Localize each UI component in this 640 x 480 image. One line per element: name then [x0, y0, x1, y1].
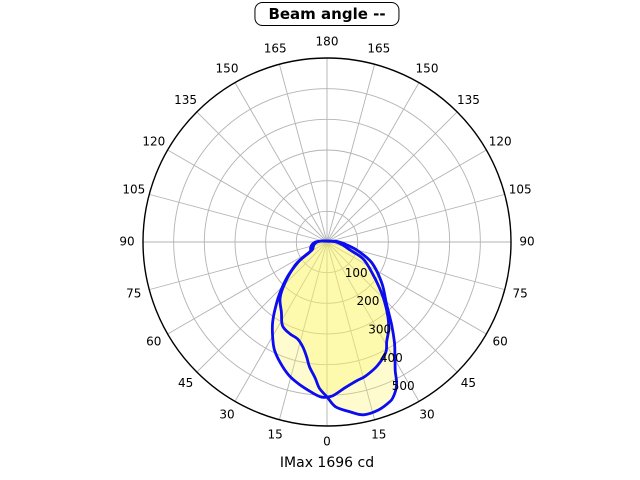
angle-tick-label: 180 — [316, 35, 339, 49]
angle-tick-label: 30 — [419, 408, 434, 422]
grid-spoke — [326, 193, 505, 243]
angle-tick-label: 120 — [489, 135, 512, 149]
angle-tick-label: 75 — [126, 286, 141, 300]
grid-spoke — [326, 241, 376, 420]
radial-tick-label: 500 — [392, 379, 415, 393]
grid-spoke — [149, 241, 328, 291]
angle-tick-label: 90 — [119, 235, 134, 249]
imax-label: IMax 1696 cd — [279, 455, 375, 471]
angle-tick-label: 15 — [371, 428, 386, 442]
angle-tick-label: 75 — [513, 286, 528, 300]
angle-tick-label: 150 — [216, 61, 239, 75]
angle-tick-label: 105 — [509, 183, 532, 197]
angle-tick-label: 135 — [174, 93, 197, 107]
angle-tick-label: 165 — [264, 41, 287, 55]
grid-spoke — [167, 241, 328, 335]
angle-tick-label: 135 — [457, 93, 480, 107]
grid-spoke — [326, 82, 420, 243]
grid-spoke — [278, 241, 328, 420]
radial-tick-label: 200 — [357, 294, 380, 308]
grid-spoke — [326, 241, 420, 402]
angle-tick-label: 45 — [178, 376, 193, 390]
angle-tick-label: 30 — [219, 408, 234, 422]
angle-tick-label: 45 — [461, 376, 476, 390]
polar-outline — [142, 57, 512, 427]
angle-tick-label: 150 — [416, 61, 439, 75]
grid-spoke — [196, 241, 328, 373]
angle-tick-label: 60 — [146, 335, 161, 349]
angle-tick-label: 165 — [367, 41, 390, 55]
beam-curve-plane-B — [270, 239, 391, 399]
grid-spoke — [326, 149, 487, 243]
angle-tick-label: 60 — [493, 335, 508, 349]
angle-tick-label: 15 — [268, 428, 283, 442]
grid-spoke — [196, 111, 328, 243]
angle-tick-label: 120 — [142, 135, 165, 149]
grid-spoke — [234, 82, 328, 243]
radial-tick-label: 300 — [368, 323, 391, 337]
angle-tick-label: 105 — [122, 183, 145, 197]
radial-tick-label: 100 — [345, 266, 368, 280]
angle-tick-label: 0 — [323, 435, 331, 449]
beam-lobe-fill-plane-A — [279, 240, 397, 415]
beam-lobe-fill-plane-B — [272, 241, 389, 398]
radial-tick-label: 400 — [380, 351, 403, 365]
grid-spoke — [167, 149, 328, 243]
grid-spoke — [326, 241, 487, 335]
grid-spoke — [326, 241, 458, 373]
grid-spoke — [149, 193, 328, 243]
grid-spoke — [278, 64, 328, 243]
angle-tick-label: 90 — [519, 235, 534, 249]
grid-spoke — [326, 64, 376, 243]
grid-spoke — [326, 111, 458, 243]
beam-angle-title: Beam angle -- — [254, 2, 400, 26]
